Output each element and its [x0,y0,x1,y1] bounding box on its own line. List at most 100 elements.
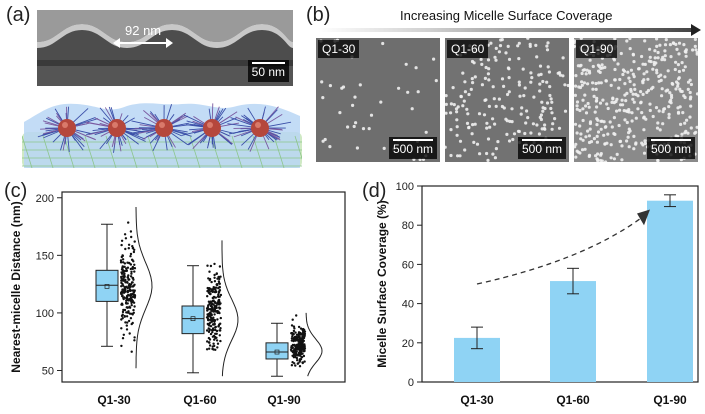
sem-micelle-dot [586,82,590,86]
sem-micelle-dot [652,60,656,65]
sem-micelle-dot [581,98,585,102]
sem-micelle-dot [631,92,635,96]
data-point [126,290,129,293]
sem-micelle-dot [612,116,616,120]
data-point [299,348,302,351]
data-point [208,324,211,327]
sem-micelle-dot [575,100,580,104]
sem-micelle-dot [587,105,591,109]
data-point [209,332,213,336]
sem-micelle-dot [577,85,581,89]
data-point [217,295,220,298]
sem-micelle-dot [686,131,690,135]
sem-micelle-dot [487,67,491,71]
sem-micelle-dot [465,121,470,125]
trend-arrow [476,216,643,285]
spacing-arrow-head-left [113,38,120,48]
distribution-curve [305,312,323,377]
data-point [297,340,300,343]
scale-bar-label: 500 nm [392,142,433,156]
sem-micelle-dot [543,106,547,111]
data-point [214,301,217,305]
sem-micelle-dot [663,58,667,62]
sem-micelle-dot [574,142,578,146]
sem-micelle-dot [538,82,542,86]
sem-micelle-dot [346,125,350,129]
sem-micelle-dot [625,120,629,125]
sem-micelle-dot [667,112,671,116]
sem-micelle-dot [553,117,557,121]
sem-micelle-dot [545,44,549,48]
sem-micelle-dot [643,139,647,143]
sem-micelle-dot [630,111,634,115]
data-point [294,337,297,340]
data-point [124,237,128,240]
sem-micelle-dot [449,128,453,132]
data-point [206,289,209,293]
data-point [120,327,123,330]
sem-micelle-dot [547,70,551,74]
sem-micelle-dot [598,101,603,105]
sem-micelle-dot [486,137,491,141]
data-point [299,345,302,348]
sem-micelle-dot [561,56,565,60]
sem-micelle-dot [657,109,661,113]
data-point [212,342,215,345]
data-point [295,333,299,336]
sem-micelle-dot [532,95,536,99]
sem-micelle-dot [594,81,598,86]
sem-micelle-dot [361,127,366,131]
micelle-core-highlight [159,122,165,128]
sem-micelle-dot [634,141,638,145]
sem-micelle-dot [656,158,660,162]
data-point [214,310,217,313]
data-point [302,336,306,340]
sem-micelle-dot [575,149,579,153]
sem-micelle-dot [469,87,473,91]
data-point [125,299,128,302]
data-point [213,262,216,266]
sem-micelle-dot [458,154,462,158]
sem-micelle-dot [586,129,590,133]
data-point [126,276,129,279]
data-point [128,294,131,297]
data-point [125,286,129,289]
sem-micelle-dot [656,50,660,55]
sem-micelle-dot [628,47,632,51]
sem-micelle-dot [497,50,501,54]
sem-micelle-dot [549,106,553,111]
data-point [209,264,213,268]
data-point [133,294,137,297]
sem-micelle-dot [645,70,649,74]
sem-micelle-dot [608,120,612,124]
data-point [301,328,304,332]
sem-micelle-dot [504,51,508,55]
sem-micelle-dot [491,152,495,156]
sem-micelle-dot [355,146,359,150]
sem-micelle-dot [676,84,680,88]
data-point [123,308,127,312]
sem-micelle-dot [581,138,585,142]
sem-micelle-dot [510,120,514,124]
sem-micelle-dot [480,83,484,87]
sem-micelle-dot [545,48,550,52]
data-point [123,233,127,236]
sem-micelle-dot [664,38,668,42]
sem-micelle-dot [445,102,448,106]
sem-micelle-dot [677,52,681,56]
sem-micelle-dot [574,145,577,149]
sem-micelle-dot [493,156,497,160]
data-point [128,305,131,308]
sem-micelle-dot [520,106,524,110]
data-point [213,322,216,325]
sem-micelle-dot [621,72,625,77]
data-point [125,269,128,272]
data-point [131,245,134,248]
data-point [289,348,293,351]
sem-micelle-dot [609,156,613,160]
data-point [123,262,127,265]
sem-micelle-dot [445,94,448,98]
sem-micelle-dot [661,55,665,59]
data-point [299,327,303,330]
data-point [216,346,219,349]
